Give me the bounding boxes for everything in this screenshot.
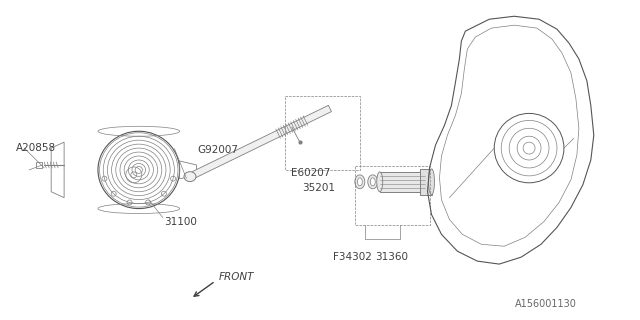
Ellipse shape <box>422 172 428 192</box>
Text: F34302: F34302 <box>333 252 372 262</box>
Ellipse shape <box>429 169 435 195</box>
Ellipse shape <box>371 178 375 186</box>
Bar <box>420 169 431 195</box>
Ellipse shape <box>377 172 383 192</box>
Text: A156001130: A156001130 <box>515 299 577 309</box>
Bar <box>355 166 429 225</box>
Text: 31100: 31100 <box>164 218 196 228</box>
Ellipse shape <box>357 178 362 186</box>
Polygon shape <box>192 105 332 178</box>
Text: A20858: A20858 <box>17 143 56 153</box>
Text: G92007: G92007 <box>198 145 239 155</box>
Text: 35201: 35201 <box>302 183 335 193</box>
Text: FRONT: FRONT <box>218 272 254 282</box>
Ellipse shape <box>184 172 196 181</box>
Ellipse shape <box>368 175 378 189</box>
Bar <box>36 162 42 168</box>
Text: E60207: E60207 <box>291 168 330 178</box>
Bar <box>380 172 424 192</box>
Bar <box>285 96 360 170</box>
Text: 31360: 31360 <box>375 252 408 262</box>
Ellipse shape <box>355 175 365 189</box>
